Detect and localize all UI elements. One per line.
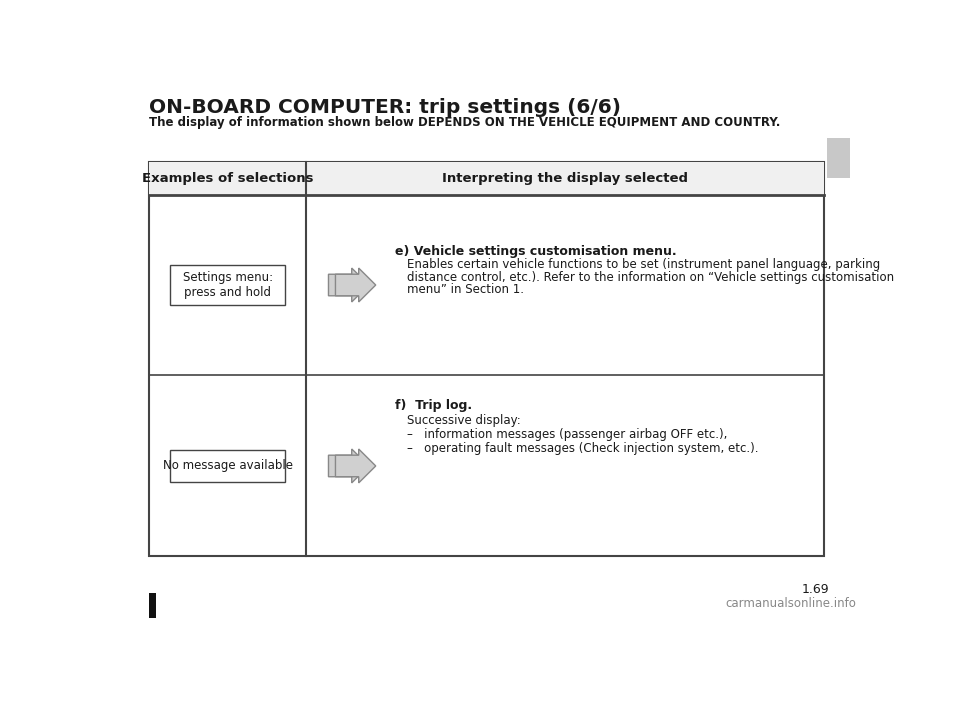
- Text: Enables certain vehicle functions to be set (instrument panel language, parking: Enables certain vehicle functions to be …: [407, 258, 880, 271]
- Bar: [170, 450, 285, 482]
- Text: Interpreting the display selected: Interpreting the display selected: [442, 172, 688, 185]
- Text: menu” in Section 1.: menu” in Section 1.: [407, 283, 524, 296]
- Text: carmanualsonline.info: carmanualsonline.info: [726, 597, 856, 611]
- Text: The display of information shown below DEPENDS ON THE VEHICLE EQUIPMENT AND COUN: The display of information shown below D…: [150, 116, 780, 129]
- Bar: [150, 594, 156, 618]
- Bar: [150, 162, 824, 195]
- Bar: [170, 265, 285, 305]
- Polygon shape: [328, 268, 369, 302]
- Bar: [150, 162, 824, 557]
- Polygon shape: [335, 268, 375, 302]
- Bar: [827, 138, 850, 178]
- Polygon shape: [335, 449, 375, 483]
- Text: –   information messages (passenger airbag OFF etc.),: – information messages (passenger airbag…: [407, 428, 727, 441]
- Text: distance control, etc.). Refer to the information on “Vehicle settings customisa: distance control, etc.). Refer to the in…: [407, 271, 894, 284]
- Text: –   operating fault messages (Check injection system, etc.).: – operating fault messages (Check inject…: [407, 442, 758, 454]
- Text: f)  Trip log.: f) Trip log.: [396, 398, 472, 412]
- Text: Settings menu:
press and hold: Settings menu: press and hold: [182, 271, 273, 299]
- Text: e) Vehicle settings customisation menu.: e) Vehicle settings customisation menu.: [396, 244, 677, 258]
- Text: 1.69: 1.69: [802, 584, 829, 596]
- Text: Successive display:: Successive display:: [407, 414, 520, 427]
- Polygon shape: [328, 449, 369, 483]
- Text: ON-BOARD COMPUTER: trip settings (6/6): ON-BOARD COMPUTER: trip settings (6/6): [150, 98, 621, 117]
- Text: Examples of selections: Examples of selections: [142, 172, 314, 185]
- Text: No message available: No message available: [163, 459, 293, 472]
